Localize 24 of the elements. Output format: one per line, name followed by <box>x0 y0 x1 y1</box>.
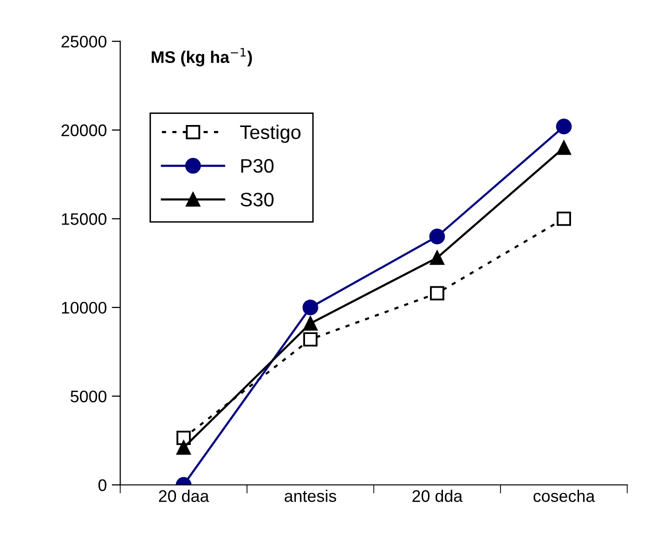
y-tick-label: 10000 <box>62 302 106 314</box>
point <box>302 300 318 316</box>
legend-label: Testigo <box>240 124 300 143</box>
legend-label: P30 <box>241 159 274 173</box>
y-tick-label: 0 <box>98 479 106 492</box>
y-tick-label: 25000 <box>62 36 106 48</box>
point <box>556 212 572 226</box>
point <box>556 118 572 134</box>
chart-title: MS (kg ha$^{−1}$) <box>152 48 252 66</box>
point <box>429 228 445 244</box>
x-tick-label: cosecha <box>534 490 595 502</box>
x-tick-label: antesis <box>284 490 336 502</box>
point <box>556 140 572 155</box>
y-tick-label: 20000 <box>62 124 106 136</box>
point <box>430 286 444 300</box>
y-tick-label: 5000 <box>70 390 106 402</box>
point <box>430 250 444 265</box>
point <box>303 316 318 331</box>
legend-label: S30 <box>240 192 274 206</box>
x-tick-label: 20 dda <box>412 490 463 502</box>
point <box>176 440 191 455</box>
y-tick-label: 15000 <box>62 213 106 225</box>
point <box>303 332 318 347</box>
x-tick-label: 20 daa <box>158 490 210 502</box>
